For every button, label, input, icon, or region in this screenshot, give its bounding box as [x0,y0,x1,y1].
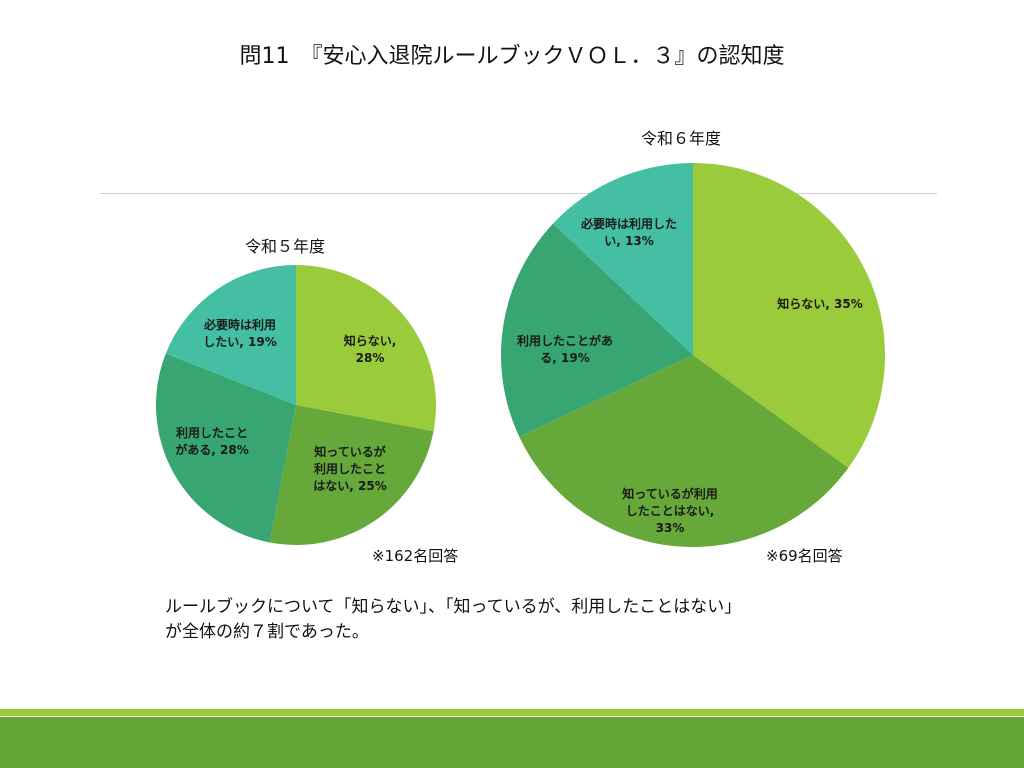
respondents-note-r6: ※69名回答 [766,547,843,565]
pie-title-r5: 令和５年度 [245,237,326,256]
pie-slice-r5-0 [296,265,436,432]
label-line: 33% [655,521,685,535]
label-line: 必要時は利用した [580,217,677,231]
pie-slice-r6-0 [693,163,885,468]
label-line: 知っているが [314,445,386,459]
label-line: 必要時は利用 [203,318,276,332]
pie-slice-r5-1 [269,405,434,545]
label-r6-3: 必要時は利用した い, 13% [564,216,694,250]
pie-slice-r5-3 [165,265,296,405]
label-line: はない, 25% [313,479,387,493]
label-r6-0: 知らない, 35% [760,296,880,313]
divider [100,193,937,194]
respondents-note-r5: ※162名回答 [372,547,459,565]
pie-slice-r6-1 [519,355,849,548]
label-line: したい, 19% [203,335,277,349]
label-r5-1: 知っているが 利用したこと はない, 25% [300,444,400,495]
label-line: 知らない, 35% [777,297,863,311]
summary-text: ルールブックについて「知らない」、「知っているが、利用したことはない」 が全体の… [165,595,741,645]
label-line: い, 13% [604,234,654,248]
summary-line: が全体の約７割であった。 [165,622,369,642]
label-r5-2: 利用したこと がある, 28% [162,425,262,459]
label-line: したことはない, [625,504,715,518]
pie-slice-r6-3 [553,163,693,355]
label-line: 28% [355,351,385,365]
footer-bar [0,717,1024,768]
label-line: 知っているが利用 [622,487,718,501]
footer-accent-bar [0,709,1024,716]
label-line: 利用したことがあ [516,334,613,348]
label-line: 知らない, [343,334,397,348]
label-r5-3: 必要時は利用 したい, 19% [190,317,290,351]
label-r6-1: 知っているが利用 したことはない, 33% [605,486,735,537]
pie-title-r6: 令和６年度 [641,129,722,148]
label-line: がある, 28% [175,443,249,457]
pie-slice-r5-2 [155,353,296,543]
pie-slice-r6-2 [501,223,693,437]
label-line: 利用したこと [313,462,386,476]
label-r6-2: 利用したことがあ る, 19% [500,333,630,367]
summary-line: ルールブックについて「知らない」、「知っているが、利用したことはない」 [165,597,742,617]
slide-title: 問11 『安心入退院ルールブックＶＯＬ．３』の認知度 [239,44,785,69]
label-line: 利用したこと [175,426,248,440]
label-r5-0: 知らない, 28% [330,333,410,367]
label-line: る, 19% [540,351,590,365]
